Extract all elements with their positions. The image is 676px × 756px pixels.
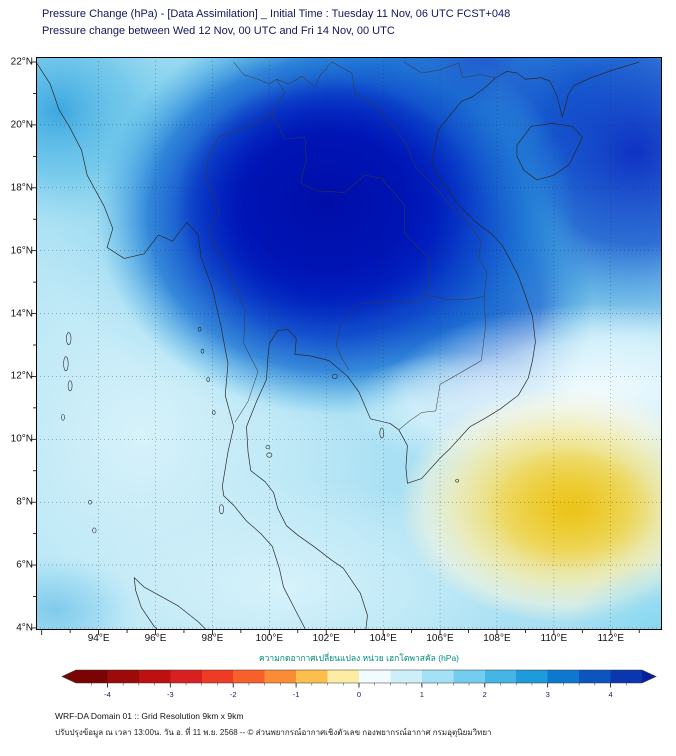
colorbar-tick-label: -3 bbox=[167, 690, 174, 699]
lat-tick-label: 12°N bbox=[10, 370, 33, 382]
coastline-hainan bbox=[516, 122, 583, 181]
colorbar-tick-label: -2 bbox=[230, 690, 237, 699]
colorbar-tick-label: 2 bbox=[483, 690, 487, 699]
lon-tick-label: 108°E bbox=[483, 633, 511, 644]
lat-tick-label: 14°N bbox=[10, 308, 33, 320]
lat-tick-label: 4°N bbox=[16, 622, 33, 634]
lat-tick-label: 18°N bbox=[10, 182, 33, 194]
lon-tick-label: 112°E bbox=[597, 633, 625, 644]
colorbar-label: ความกดอากาศเปลี่ยนแปลง หน่วย เฮกโตพาสคัล… bbox=[258, 653, 460, 663]
lon-tick-label: 98°E bbox=[201, 633, 224, 644]
geography bbox=[36, 61, 640, 630]
lon-tick-label: 104°E bbox=[369, 633, 397, 644]
lat-tick-label: 8°N bbox=[16, 496, 33, 508]
lat-tick-label: 10°N bbox=[10, 433, 33, 445]
title-line-2: Pressure change between Wed 12 Nov, 00 U… bbox=[42, 25, 395, 37]
colorbar-tick-label: 1 bbox=[420, 690, 424, 699]
colorbar-tick-label: 0 bbox=[357, 690, 361, 699]
pressure-field-layer bbox=[36, 57, 662, 630]
colorbar-tick-label: 4 bbox=[608, 690, 612, 699]
lat-tick-label: 22°N bbox=[10, 56, 33, 68]
footer-line-2: ปรับปรุงข้อมูล ณ เวลา 13:00น. วัน อ. ที่… bbox=[55, 728, 492, 737]
pressure-change-map bbox=[31, 57, 662, 635]
graticule bbox=[36, 57, 662, 630]
colorbar: -4 -3 -2 -1 0 1 2 3 4 bbox=[61, 669, 657, 699]
country-borders bbox=[205, 61, 496, 431]
coastline-sumatra bbox=[133, 577, 208, 630]
colorbar-ticks: -4 -3 -2 -1 0 1 2 3 4 bbox=[91, 683, 627, 699]
colorbar-outline bbox=[61, 669, 657, 684]
colorbar-tick-label: 3 bbox=[546, 690, 550, 699]
islands bbox=[61, 326, 460, 534]
lon-tick-label: 94°E bbox=[87, 633, 110, 644]
colorbar-left-arrow bbox=[62, 670, 76, 683]
axis-ticks bbox=[31, 61, 640, 635]
map-frame bbox=[36, 57, 662, 630]
colorbar-tick-label: -4 bbox=[104, 690, 111, 699]
colorbar-right-arrow bbox=[642, 670, 656, 683]
colorbar-tick-label: -1 bbox=[293, 690, 300, 699]
map-plot bbox=[31, 57, 662, 635]
lon-tick-label: 96°E bbox=[144, 633, 167, 644]
lon-tick-label: 110°E bbox=[540, 633, 568, 644]
lat-tick-label: 16°N bbox=[10, 245, 33, 257]
lat-tick-label: 20°N bbox=[10, 119, 33, 131]
lat-tick-label: 6°N bbox=[16, 559, 33, 571]
lon-tick-label: 106°E bbox=[426, 633, 454, 644]
footer-line-1: WRF-DA Domain 01 :: Grid Resolution 9km … bbox=[55, 711, 244, 721]
lon-tick-label: 102°E bbox=[312, 633, 340, 644]
colorbar-gradient bbox=[76, 670, 642, 683]
lon-tick-label: 100°E bbox=[255, 633, 283, 644]
title-line-1: Pressure Change (hPa) - [Data Assimilati… bbox=[42, 8, 511, 20]
